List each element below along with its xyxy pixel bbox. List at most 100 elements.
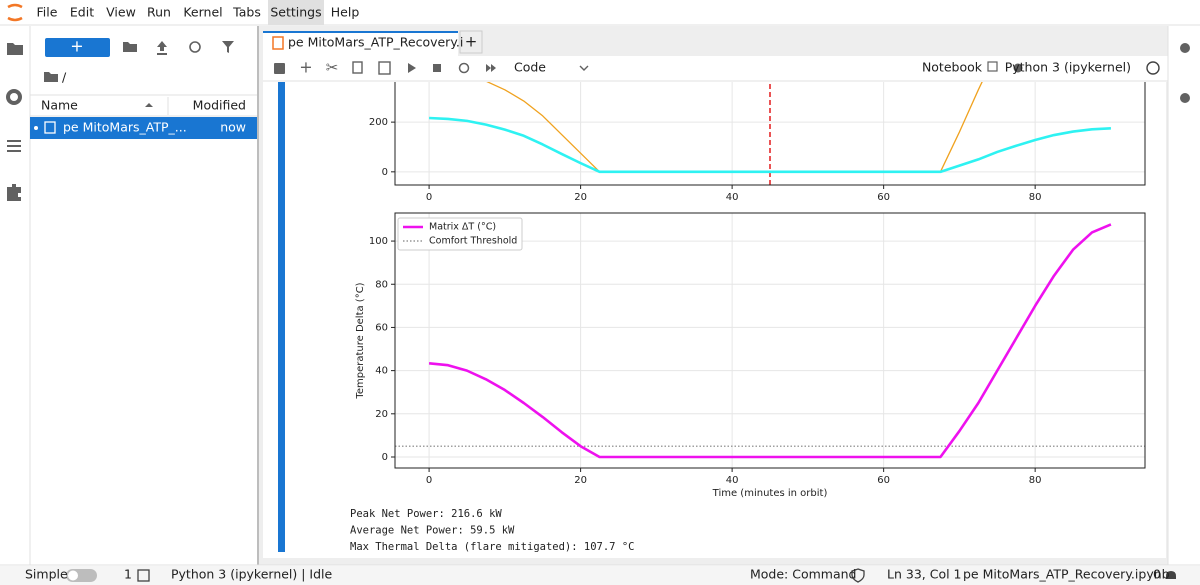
series-line [429, 116, 1111, 174]
y-tick-label: 0 [382, 452, 388, 463]
menu-highlight [268, 0, 324, 25]
folder-icon [44, 72, 58, 82]
y-tick-label: 40 [375, 366, 388, 377]
debugger-panel-icon[interactable] [1180, 93, 1190, 103]
refresh-icon[interactable] [189, 41, 201, 53]
kernel-name[interactable]: Python 3 (ipykernel) [1005, 60, 1131, 75]
output-line: Peak Net Power: 216.6 kW [350, 508, 502, 520]
notebook-file-icon [44, 121, 56, 134]
jupyter-logo [7, 3, 23, 22]
right-sidebar [1169, 26, 1200, 565]
plot-marks [395, 223, 1145, 459]
status-bar [0, 566, 1200, 585]
menu-item[interactable]: Tabs [232, 5, 261, 20]
file-modified[interactable]: now [220, 120, 246, 135]
upload-icon[interactable] [157, 41, 167, 55]
cell-type[interactable]: Code [514, 60, 546, 75]
status-file: pe MitoMars_ATP_Recovery.ipynb [963, 567, 1170, 582]
notification-bell[interactable] [1166, 571, 1176, 579]
left-sidebar [0, 26, 30, 565]
cursor-position[interactable]: Ln 33, Col 1 [887, 567, 962, 582]
restart-run-all[interactable] [486, 64, 496, 72]
menu-item[interactable]: Edit [70, 5, 94, 20]
kernel-icon [137, 569, 150, 582]
right-sidebar-icons [1180, 43, 1190, 103]
y-tick-label: 0 [382, 167, 388, 178]
cell-type-dropdown[interactable] [579, 65, 589, 71]
output-line: Average Net Power: 59.5 kW [350, 525, 515, 537]
sort-arrow[interactable] [145, 103, 153, 107]
insert-cell[interactable]: + [299, 58, 312, 77]
menu-item[interactable]: Run [147, 5, 171, 20]
menu-item[interactable]: Settings [270, 5, 321, 20]
x-tick-label: 0 [426, 192, 432, 203]
menu-bar [0, 0, 1200, 25]
cell-output-charts: 0204060800200400020406080020406080100Tim… [350, 82, 1146, 553]
legend-box [397, 217, 523, 251]
plot-marks [429, 82, 1111, 185]
x-tick-label: 80 [1029, 192, 1042, 203]
x-tick-label: 0 [426, 475, 432, 486]
terminal-count: 1 [124, 567, 132, 582]
y-tick-label: 200 [369, 117, 388, 128]
save-icon[interactable] [274, 63, 285, 74]
svg-text:+: + [465, 33, 478, 51]
debugger-icon[interactable] [1013, 63, 1023, 73]
y-axis-label: Temperature Delta (°C) [355, 282, 366, 399]
tab-title[interactable]: pe MitoMars_ATP_Recovery.i [288, 35, 463, 50]
column-header[interactable]: Modified [193, 98, 246, 113]
x-tick-label: 20 [574, 192, 587, 203]
restart-kernel[interactable] [458, 62, 470, 74]
cut-cell[interactable]: ✂ [326, 59, 339, 77]
x-tick-label: 40 [726, 475, 739, 486]
new-folder-icon[interactable] [123, 42, 137, 52]
menu-item[interactable]: File [37, 5, 58, 20]
property-inspector-icon[interactable] [1180, 43, 1190, 53]
x-tick-label: 80 [1029, 475, 1042, 486]
legend-label: Comfort Threshold [429, 236, 517, 247]
menu-item[interactable]: Kernel [183, 5, 222, 20]
plot-area [395, 213, 1145, 468]
notebook-content: 0204060800200400020406080020406080100Tim… [263, 82, 1166, 558]
trust-icon [851, 568, 865, 583]
notebook-toolbar-icons: + ✂ [274, 58, 1160, 77]
y-tick-label: 100 [369, 236, 388, 247]
svg-text:+: + [70, 37, 83, 56]
current-path: / [62, 70, 67, 85]
notification-count: 0 [1153, 567, 1161, 582]
menu-item[interactable]: View [106, 5, 136, 20]
run-cell[interactable] [408, 63, 416, 73]
series-line [428, 223, 1112, 459]
axes-frame [394, 82, 1146, 186]
column-header[interactable]: Name [41, 98, 78, 113]
extension-icon[interactable] [7, 184, 21, 201]
file-toolbar [44, 41, 234, 82]
notebook-label[interactable]: Notebook [922, 60, 983, 75]
open-in-notebook[interactable] [987, 61, 998, 72]
filter-icon[interactable] [222, 41, 234, 53]
x-tick-label: 60 [877, 475, 890, 486]
selected-file-row[interactable] [30, 117, 258, 139]
copy-cell[interactable] [352, 61, 363, 74]
new-tab-button[interactable] [459, 30, 483, 54]
kernel-status [1146, 61, 1160, 75]
file-name[interactable]: pe MitoMars_ATP_... [63, 120, 187, 135]
y-tick-label: 60 [375, 322, 388, 333]
menu-item[interactable]: Help [331, 5, 360, 20]
active-cell-bar[interactable] [278, 82, 285, 552]
x-axis-label: Time (minutes in orbit) [712, 488, 828, 499]
y-tick-label: 20 [375, 409, 388, 420]
x-tick-label: 40 [726, 192, 739, 203]
toc-icon[interactable] [7, 140, 21, 142]
notebook-tab[interactable] [263, 31, 458, 56]
paste-cell[interactable] [378, 61, 391, 75]
sidebar-icons [6, 43, 23, 201]
kernel-status-text[interactable]: Python 3 (ipykernel) | Idle [171, 567, 333, 582]
series-line [486, 82, 983, 173]
legend-label: Matrix ΔT (°C) [429, 222, 496, 233]
file-browser-icon[interactable] [7, 43, 23, 55]
output-line: Max Thermal Delta (flare mitigated): 107… [350, 541, 634, 553]
new-launcher-button[interactable] [45, 38, 110, 57]
interrupt-kernel[interactable] [433, 64, 441, 72]
